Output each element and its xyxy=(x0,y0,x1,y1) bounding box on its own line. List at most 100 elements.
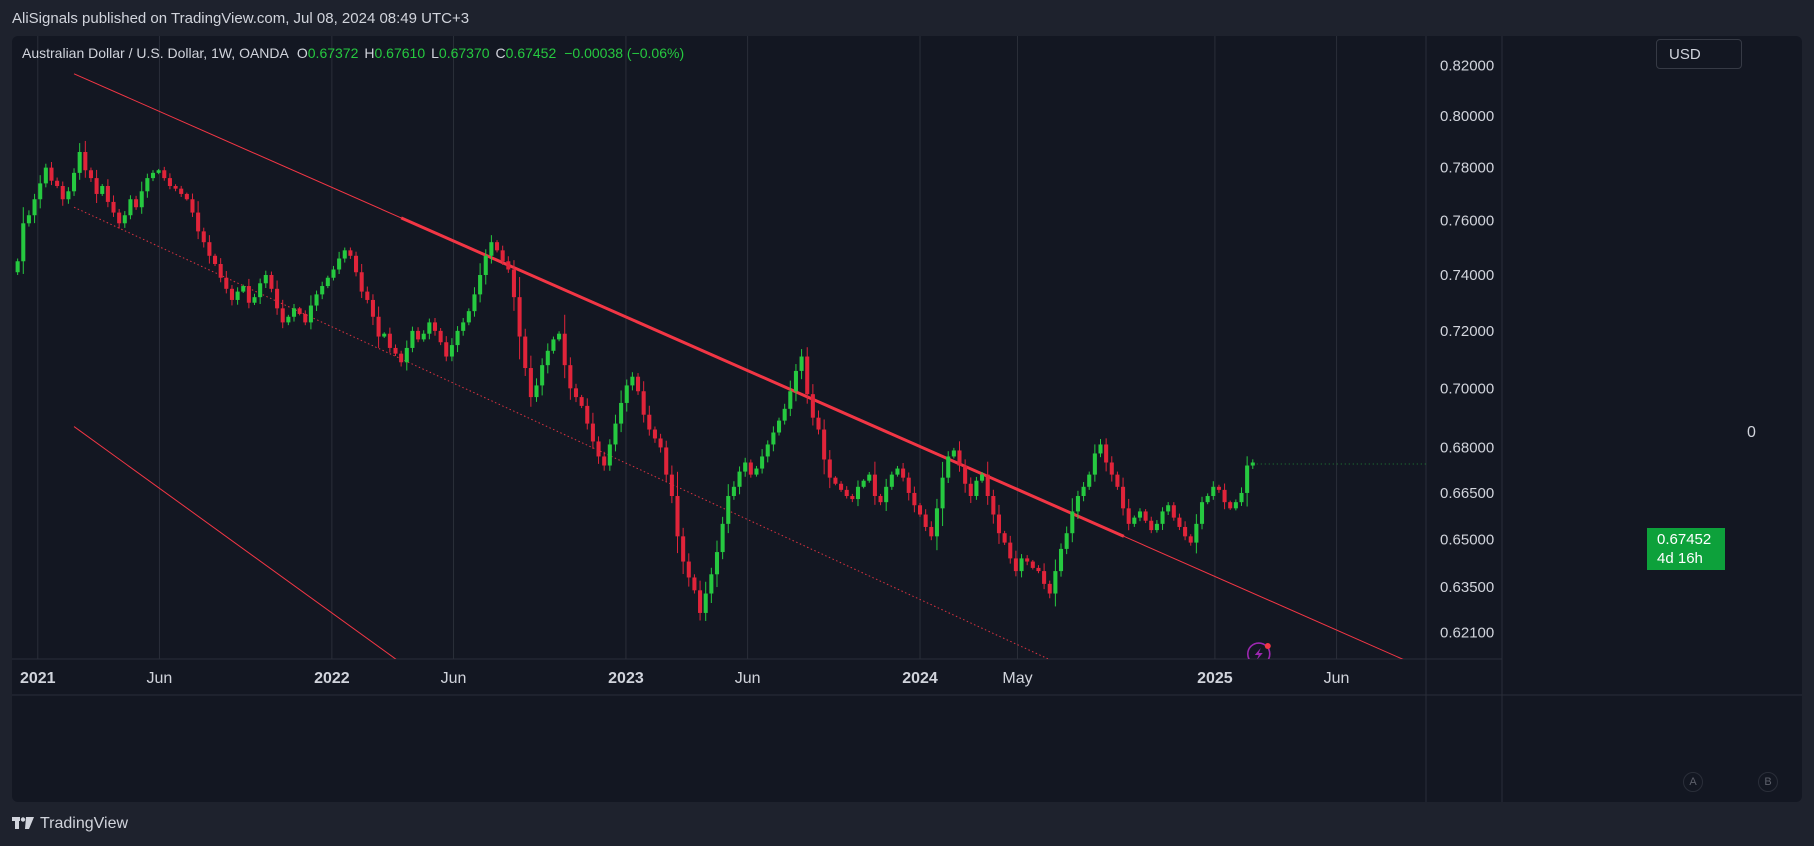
candle-body xyxy=(162,170,167,179)
candle-body xyxy=(771,432,776,445)
y-tick-label: 0.66500 xyxy=(1440,485,1494,502)
candle-body xyxy=(286,316,291,323)
candle-body xyxy=(218,263,223,278)
footer: TradingView xyxy=(12,812,128,836)
candle-body xyxy=(991,496,996,515)
currency-label: USD xyxy=(1669,45,1701,63)
y-tick-label: 0.80000 xyxy=(1440,108,1494,125)
candle-body xyxy=(461,322,466,331)
candle-body xyxy=(173,186,178,189)
trendline-upper-channel xyxy=(400,216,1125,538)
candle-body xyxy=(963,465,968,484)
candle-body xyxy=(799,356,804,371)
candle-body xyxy=(590,423,595,442)
candle-body xyxy=(156,170,161,173)
candle-body xyxy=(827,459,832,478)
candle-body xyxy=(923,514,928,527)
candle-body xyxy=(489,242,494,256)
candle-body xyxy=(607,444,612,466)
candle-body xyxy=(432,322,438,331)
candle-body xyxy=(562,333,567,366)
candle-body xyxy=(681,536,686,562)
candle-body xyxy=(1205,496,1210,503)
log-scale-button[interactable]: B xyxy=(1758,772,1778,792)
candle-body xyxy=(1030,561,1035,568)
candle-body xyxy=(213,255,218,264)
candle-body xyxy=(624,385,629,403)
candle-body xyxy=(675,496,680,537)
legend-low-label: L xyxy=(431,45,439,61)
candle-body xyxy=(500,250,505,262)
candle-body xyxy=(822,429,827,460)
symbol-title[interactable]: Australian Dollar / U.S. Dollar, 1W, OAN… xyxy=(22,45,289,61)
auto-scale-button[interactable]: A xyxy=(1683,772,1703,792)
candle-body xyxy=(100,186,105,194)
candle-body xyxy=(83,151,88,171)
x-tick-label: 2021 xyxy=(20,670,56,687)
candle-body xyxy=(895,468,900,475)
candle-body xyxy=(703,593,708,613)
candle-body xyxy=(1228,502,1233,509)
candle-body xyxy=(641,391,646,415)
candle-body xyxy=(872,474,877,497)
candle-body xyxy=(1002,533,1007,543)
candle-body xyxy=(297,308,302,314)
candle-body xyxy=(1008,542,1013,559)
candle-body xyxy=(1042,571,1047,584)
candle-body xyxy=(517,297,522,337)
plot-area[interactable] xyxy=(15,73,1426,772)
candle-body xyxy=(376,316,381,337)
y-tick-label: 0.70000 xyxy=(1440,380,1494,397)
currency-selector[interactable]: USD xyxy=(1656,39,1742,69)
candle-body xyxy=(1075,496,1080,512)
candle-body xyxy=(139,191,144,208)
candle-body xyxy=(201,231,206,243)
candle-body xyxy=(1233,502,1238,509)
candle-body xyxy=(1194,523,1199,543)
candle-body xyxy=(929,526,934,537)
candle-body xyxy=(1013,558,1018,572)
price-chart[interactable]: 0.82000 0.80000 0.78000 0.76000 0.74000 0.720… xyxy=(12,36,1802,802)
candle-body xyxy=(861,480,866,487)
candle-body xyxy=(1160,511,1165,524)
candle-body xyxy=(308,305,313,323)
candle-body xyxy=(714,552,720,575)
candle-body xyxy=(1092,453,1097,475)
candle-body xyxy=(427,322,432,334)
candle-body xyxy=(263,274,268,284)
candle-body xyxy=(737,471,742,487)
candle-body xyxy=(229,288,234,300)
chart-frame[interactable]: Australian Dollar / U.S. Dollar, 1W, OAN… xyxy=(12,36,1802,802)
candle-body xyxy=(511,269,516,298)
candle-body xyxy=(1216,486,1221,490)
candle-body xyxy=(573,388,579,398)
candle-body xyxy=(1211,486,1216,497)
candle-body xyxy=(387,333,392,348)
candle-body xyxy=(150,172,156,179)
candle-body xyxy=(1087,474,1092,487)
candle-body xyxy=(1222,489,1227,503)
lightning-bolt xyxy=(1254,648,1263,659)
candle-body xyxy=(1171,505,1176,518)
candle-body xyxy=(190,199,195,213)
candle-body xyxy=(1239,492,1244,503)
candle-body xyxy=(342,250,347,259)
candle-body xyxy=(438,330,443,343)
legend-change: −0.00038 (−0.06%) xyxy=(564,45,685,61)
candle-body xyxy=(940,477,945,509)
candle-body xyxy=(416,330,421,340)
candle-body xyxy=(382,333,387,337)
candle-body xyxy=(1064,533,1069,549)
candle-body xyxy=(951,450,956,457)
candle-body xyxy=(974,480,979,497)
tradingview-logo-icon[interactable] xyxy=(12,816,34,833)
candle-body xyxy=(867,474,872,481)
footer-brand[interactable]: TradingView xyxy=(40,815,129,832)
candle-body xyxy=(754,468,759,475)
candle-body xyxy=(117,212,122,224)
candle-body xyxy=(540,365,545,386)
candle-body xyxy=(686,561,691,578)
x-tick-label: May xyxy=(1002,670,1032,687)
candle-body xyxy=(478,274,483,295)
candle-body xyxy=(72,172,77,192)
